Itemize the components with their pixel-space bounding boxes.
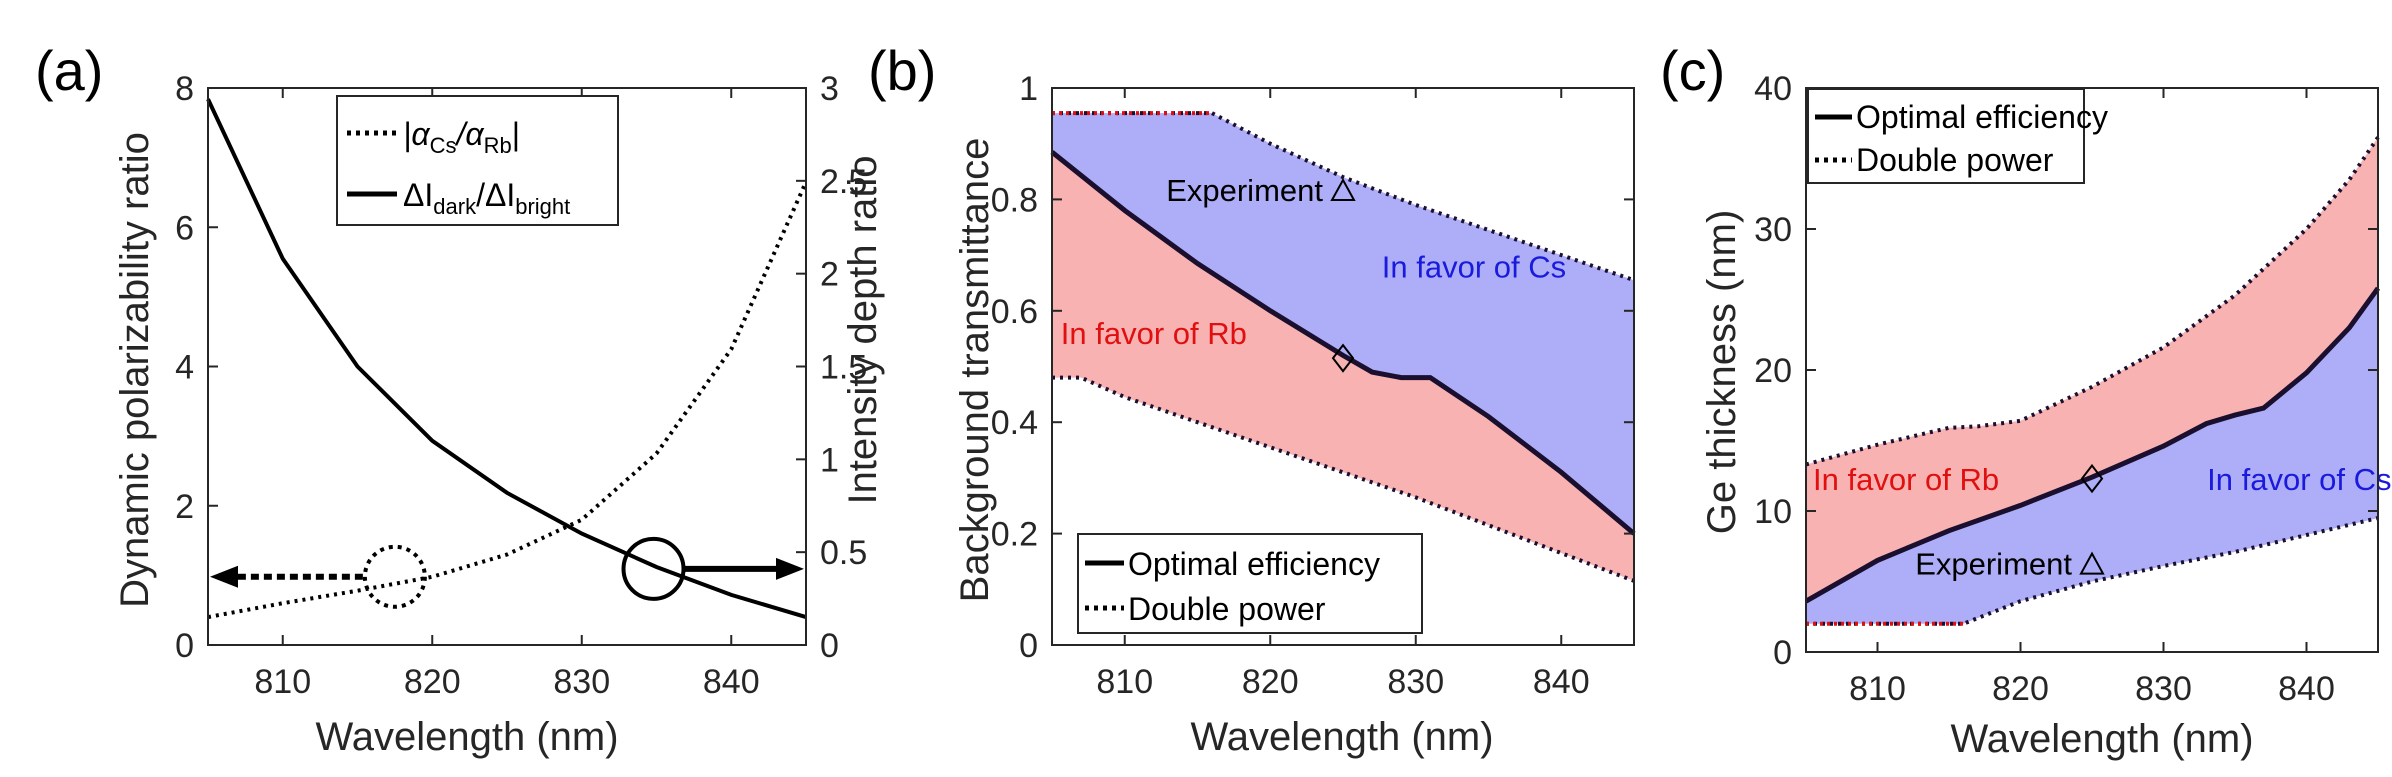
y2-tick-label: 1.5: [820, 349, 867, 387]
x-tick-label: 820: [404, 663, 461, 701]
legend-double-power: Double power: [1128, 591, 1326, 627]
panel-a-label: (a): [35, 39, 103, 102]
y2-tick-label: 2: [820, 256, 839, 294]
panel-b: (b) In favor of Cs In favor of Rb Experime…: [868, 39, 1636, 759]
panel-a-plot: [206, 98, 808, 620]
panel-b-label: (b): [868, 39, 936, 102]
panel-a-xlabel: Wavelength (nm): [315, 715, 618, 759]
x-tick-label: 810: [1849, 670, 1906, 708]
panel-c-label: (c): [1660, 39, 1725, 102]
y-tick-label: 8: [175, 70, 194, 108]
x-tick-label: 820: [1242, 663, 1299, 701]
cs-favor-region: [1052, 113, 1634, 534]
legend-intensity-ratio: ΔIdark/ΔIbright: [403, 177, 570, 219]
y2-tick-label: 1: [820, 441, 839, 479]
left-arrow-head: [210, 565, 238, 588]
panel-b-xlabel: Wavelength (nm): [1190, 715, 1493, 759]
legend-optimal-efficiency: Optimal efficiency: [1856, 99, 2108, 135]
x-tick-label: 840: [1533, 663, 1590, 701]
panel-c-ylabel: Ge thickness (nm): [1700, 210, 1744, 535]
x-tick-label: 820: [1992, 670, 2049, 708]
right-arrow-head: [776, 557, 804, 580]
panel-a-axes: 810 820 830 840 0 2 4 6 8 0 0.5 1 1.5 2 2.5 3: [175, 70, 867, 701]
y-tick-label: 0.6: [991, 293, 1038, 331]
legend-alpha-ratio: |αCs/αRb|: [403, 116, 520, 158]
y-tick-label: 30: [1754, 211, 1792, 249]
rb-favor-region: [1052, 152, 1634, 581]
y-tick-label: 2: [175, 488, 194, 526]
plot-frame: [1051, 87, 1635, 646]
legend-optimal-efficiency: Optimal efficiency: [1128, 546, 1380, 582]
region-label: In favor of Rb: [1813, 462, 1999, 497]
experiment-label: Experiment: [1166, 173, 1323, 208]
x-tick-label: 830: [2135, 670, 2192, 708]
panel-c-plot: In favor of Rb In favor of Cs Experiment: [1804, 136, 2392, 626]
panel-b-axes: 810 820 830 840 0 0.2 0.4 0.6 0.8 1: [991, 70, 1635, 701]
y2-tick-label: 2.5: [820, 163, 867, 201]
panel-b-legend-box: [1077, 533, 1423, 634]
y-tick-label: 40: [1754, 70, 1792, 108]
series-alpha-ratio-line: [207, 181, 808, 620]
x-tick-label: 840: [2278, 670, 2335, 708]
panel-a-legend-box: [336, 95, 619, 226]
optimal-efficiency-line: [1804, 286, 2381, 604]
y-tick-label: 10: [1754, 493, 1792, 531]
diamond-marker: [1331, 343, 1355, 373]
y-tick-label: 0.8: [991, 181, 1038, 219]
double-power-upper-line: [1052, 111, 1635, 283]
panel-c: (c) In favor of Rb In favor of Cs Experime…: [1660, 39, 2392, 761]
panel-b-ylabel: Background transmittance: [953, 138, 997, 603]
y-tick-label: 1: [1019, 70, 1038, 108]
solid-circle-marker: [621, 536, 686, 601]
panel-a: (a) 810 820 830 840 0 2 4 6 8 0 0.5 1 1.5 2 2.5 3 Wavel…: [35, 39, 885, 759]
y-tick-label: 20: [1754, 352, 1792, 390]
x-tick-label: 810: [1096, 663, 1153, 701]
y-tick-label: 0: [1773, 634, 1792, 672]
panel-b-plot: In favor of Cs In favor of Rb Experiment: [1050, 111, 1636, 583]
experiment-label: Experiment: [1915, 547, 2072, 582]
diamond-marker: [2080, 463, 2104, 494]
x-tick-label: 840: [703, 663, 760, 701]
region-label: In favor of Cs: [1382, 249, 1566, 284]
region-label: In favor of Cs: [2207, 462, 2391, 497]
y-tick-label: 0.2: [991, 516, 1038, 554]
y-tick-label: 0: [175, 627, 194, 665]
double-power-upper-line: [1805, 136, 2380, 467]
panel-c-xlabel: Wavelength (nm): [1950, 717, 2253, 761]
y2-tick-label: 0.5: [820, 534, 867, 572]
x-tick-label: 830: [1387, 663, 1444, 701]
dotted-circle-marker: [362, 544, 427, 609]
panel-c-legend-box: [1807, 88, 2085, 184]
panel-c-axes: 810 820 830 840 0 10 20 30 40: [1754, 70, 2379, 708]
rb-favor-region: [1806, 137, 2378, 602]
y2-tick-label: 0: [820, 627, 839, 665]
optimal-efficiency-line: [1050, 150, 1636, 536]
panel-a-y2label: Intensity depth ratio: [841, 155, 885, 504]
x-tick-label: 830: [553, 663, 610, 701]
double-power-lower-line: [1806, 516, 2379, 626]
y-tick-label: 0.4: [991, 404, 1038, 442]
y-tick-label: 4: [175, 349, 194, 387]
panel-c-legend: Optimal efficiency Double power: [1807, 88, 2108, 184]
cs-favor-region: [1806, 288, 2378, 624]
y-tick-label: 0: [1019, 627, 1038, 665]
legend-double-power: Double power: [1856, 142, 2054, 178]
experiment-triangle-marker: [2079, 551, 2105, 575]
series-intensity-ratio-line: [206, 98, 807, 620]
y2-tick-label: 3: [820, 70, 839, 108]
panel-a-legend: |αCs/αRb| ΔIdark/ΔIbright: [336, 95, 619, 226]
panel-b-legend: Optimal efficiency Double power: [1077, 533, 1423, 634]
region-label: In favor of Rb: [1061, 316, 1247, 351]
experiment-triangle-marker: [1330, 177, 1356, 202]
x-tick-label: 810: [254, 663, 311, 701]
panel-a-ylabel: Dynamic polarizability ratio: [113, 132, 157, 608]
y-tick-label: 6: [175, 209, 194, 247]
